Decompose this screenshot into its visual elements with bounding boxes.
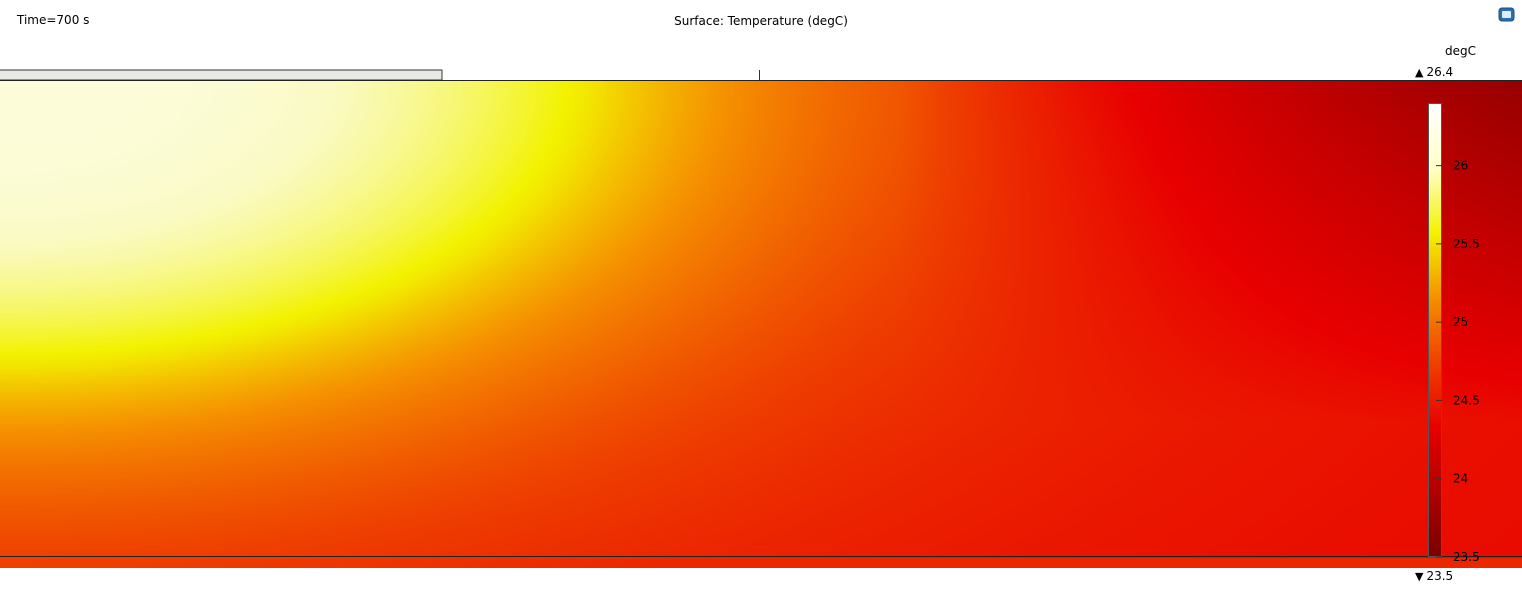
colorbar-tick-label: 25.5	[1453, 237, 1480, 251]
colorbar-unit-label: degC	[1445, 44, 1476, 58]
down-triangle-icon: ▼	[1415, 570, 1423, 583]
heater-block	[0, 70, 442, 80]
plot-title: Surface: Temperature (degC)	[0, 14, 1522, 28]
colorbar-tick-label: 24	[1453, 472, 1468, 486]
colorbar-tick-label: 25	[1453, 315, 1468, 329]
up-triangle-icon: ▲	[1415, 66, 1423, 79]
min-value-label: 23.5	[1426, 569, 1453, 583]
colorbar-tick-label: 26	[1453, 159, 1468, 173]
colorbar-axis: 26 25.5 25 24.5 24 23.5	[1420, 100, 1520, 570]
min-value-marker: ▼ 23.5	[1415, 569, 1453, 583]
colorbar-tick-label: 24.5	[1453, 393, 1480, 407]
geometry-boundaries	[0, 60, 1522, 580]
max-value-marker: ▲ 26.4	[1415, 65, 1453, 79]
comsol-logo-icon[interactable]	[1498, 7, 1515, 22]
max-value-label: 26.4	[1426, 65, 1453, 79]
colorbar-tick-label: 23.5	[1453, 550, 1480, 564]
